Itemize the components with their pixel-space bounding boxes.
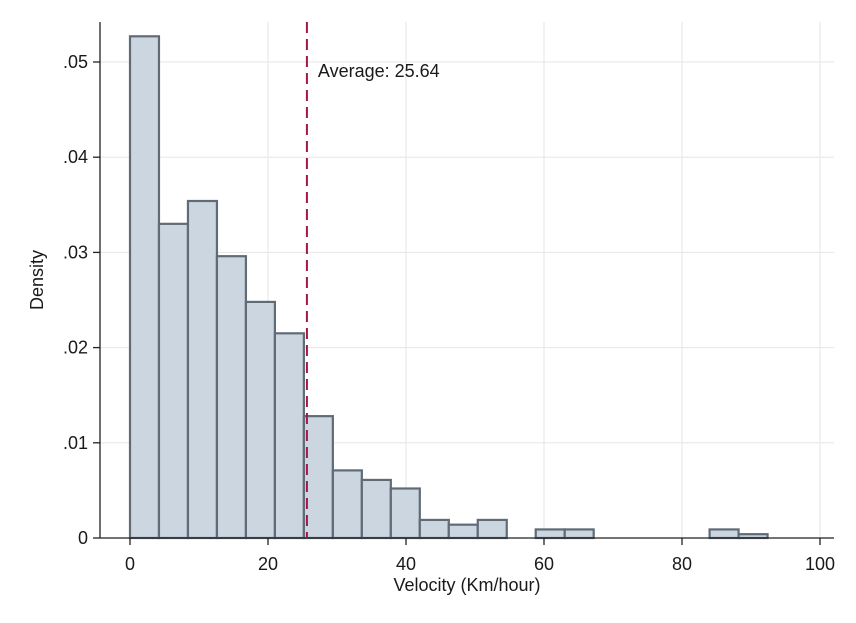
y-tick-label-3: .03 <box>63 242 88 262</box>
x-axis-title: Velocity (Km/hour) <box>393 575 540 595</box>
y-tick-label-5: .05 <box>63 52 88 72</box>
x-tick-label-2: 40 <box>396 554 416 574</box>
histogram-bar-10 <box>418 518 450 540</box>
x-tick-label-1: 20 <box>258 554 278 574</box>
axes: 0 .01 .02 .03 .04 .05 0 20 40 60 80 100 <box>63 22 835 574</box>
reference-line-group: Average: 25.64 <box>305 22 440 538</box>
x-tick-label-4: 80 <box>672 554 692 574</box>
histogram-bar-0 <box>128 35 161 540</box>
y-tick-label-0: 0 <box>78 528 88 548</box>
histogram-bar-8 <box>360 478 392 540</box>
histogram-bar-6 <box>302 415 334 540</box>
y-tick-label-4: .04 <box>63 147 88 167</box>
histogram-bar-13 <box>534 528 566 540</box>
x-tick-label-3: 60 <box>534 554 554 574</box>
histogram-bar-12 <box>476 518 508 540</box>
average-annotation: Average: 25.64 <box>318 61 440 81</box>
histogram-bar-2 <box>186 199 219 540</box>
histogram-bar-7 <box>331 469 363 540</box>
y-axis-title: Density <box>27 250 47 310</box>
y-tick-label-1: .01 <box>63 433 88 453</box>
histogram-bar-11 <box>447 523 479 540</box>
histogram-bar-9 <box>389 487 421 540</box>
histogram-bar-4 <box>244 300 276 540</box>
histogram-bars <box>128 35 769 540</box>
histogram-bar-5 <box>273 332 305 540</box>
histogram-bar-3 <box>215 255 248 540</box>
histogram-bar-15 <box>708 528 740 540</box>
y-tick-label-2: .02 <box>63 338 88 358</box>
histogram-bar-1 <box>157 222 190 540</box>
histogram-bar-14 <box>563 528 595 540</box>
x-tick-label-0: 0 <box>125 554 135 574</box>
x-tick-label-5: 100 <box>805 554 835 574</box>
